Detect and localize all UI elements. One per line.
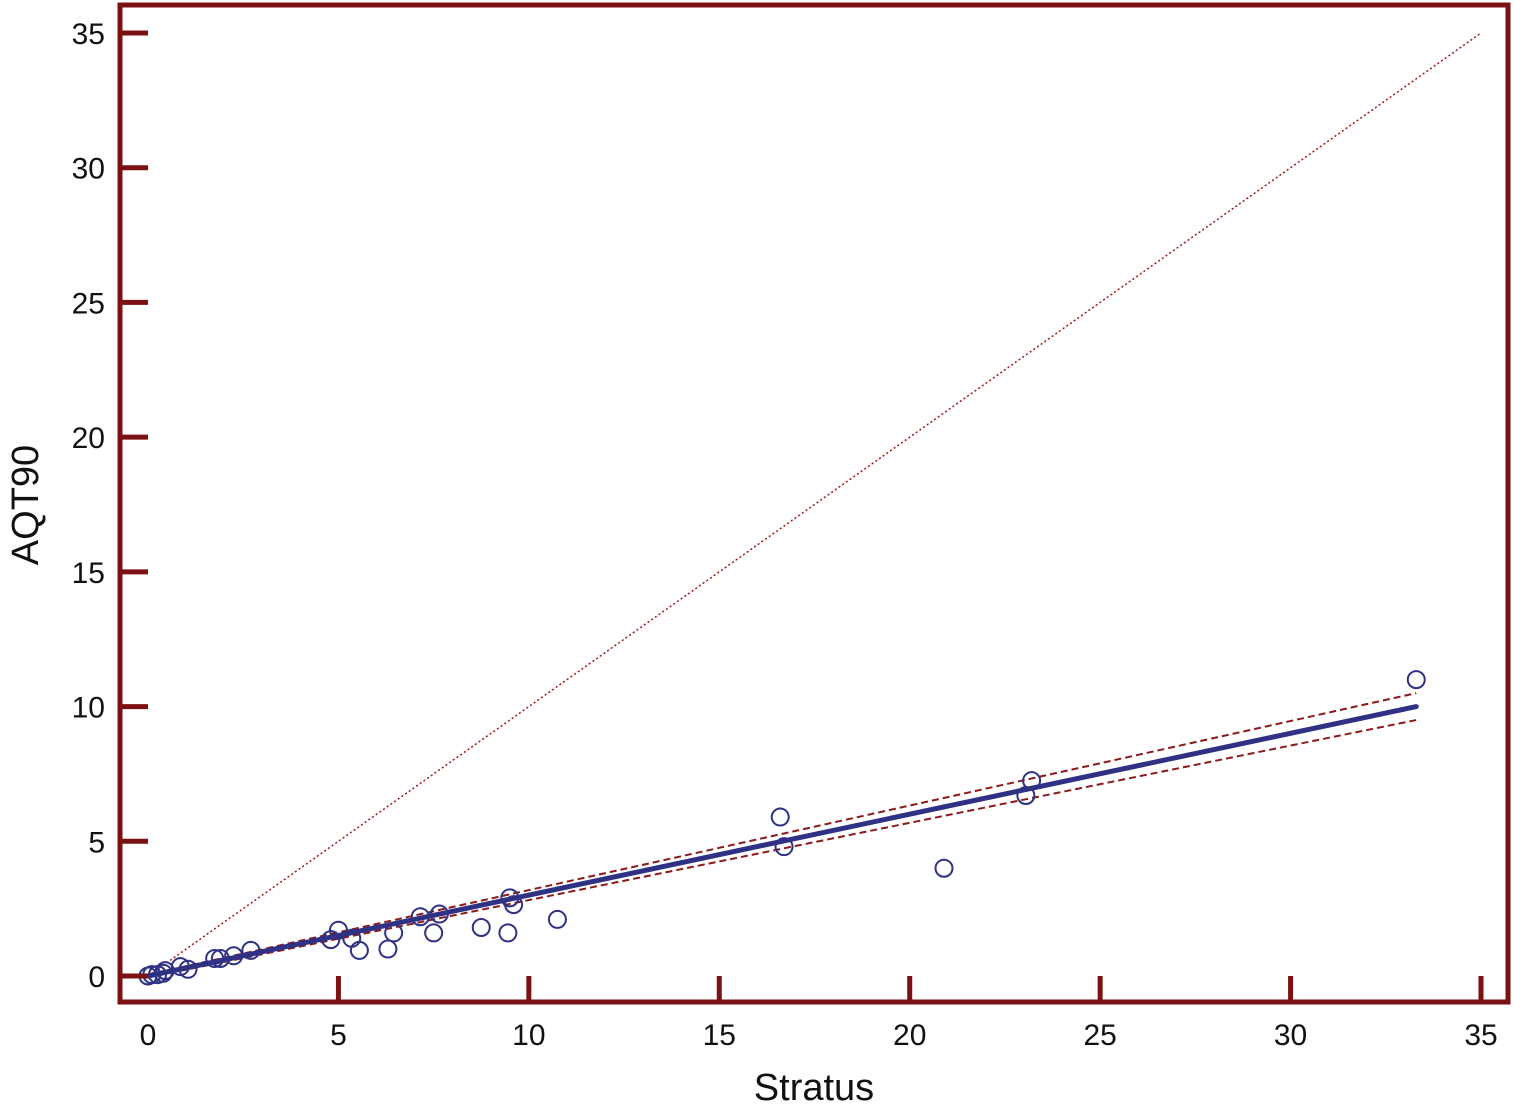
data-point [429,904,449,924]
data-point [210,948,230,968]
data-point [774,837,794,857]
data-point [1022,771,1042,791]
data-point [384,923,404,943]
plot-frame [117,2,1511,1005]
data-point [224,946,244,966]
x-tick-label: 25 [1083,1019,1116,1052]
data-point [770,807,790,827]
data-point [410,907,430,927]
data-point [241,940,261,960]
regression-line-layer [145,704,1419,979]
data-point [934,858,954,878]
x-tick-label: 30 [1274,1019,1307,1052]
y-axis-ticks: 0 5 10 15 20 25 30 35 [72,18,148,994]
x-tick-label: 35 [1464,1019,1497,1052]
identity-line-layer [147,32,1482,977]
y-tick-label: 15 [72,557,105,590]
data-point [153,963,173,983]
data-point [349,940,369,960]
data-point [205,948,225,968]
data-point [178,959,198,979]
x-tick-label: 20 [893,1019,926,1052]
data-point [504,895,524,915]
x-tick-label: 0 [140,1019,157,1052]
confidence-band-upper [147,692,1417,976]
y-tick-label: 0 [88,961,105,994]
y-tick-label: 5 [88,826,105,859]
identity-line [147,32,1482,977]
y-tick-label: 20 [72,422,105,455]
x-tick-label: 15 [703,1019,736,1052]
y-tick-label: 30 [72,153,105,186]
data-point [498,923,518,943]
y-axis-title: AQT90 [5,445,47,565]
data-point [547,909,567,929]
x-axis-ticks: 0 5 10 15 20 25 30 35 [140,976,1498,1052]
data-point [424,923,444,943]
regression-line [145,704,1419,979]
y-tick-label: 10 [72,692,105,725]
x-tick-label: 10 [512,1019,545,1052]
data-point [378,939,398,959]
data-point [170,957,190,977]
data-points-layer [138,670,1426,986]
y-tick-label: 25 [72,287,105,320]
y-tick-label: 35 [72,18,105,51]
x-axis-title: Stratus [754,1067,874,1109]
data-point [471,918,491,938]
data-point [1406,670,1426,690]
x-tick-label: 5 [330,1019,347,1052]
